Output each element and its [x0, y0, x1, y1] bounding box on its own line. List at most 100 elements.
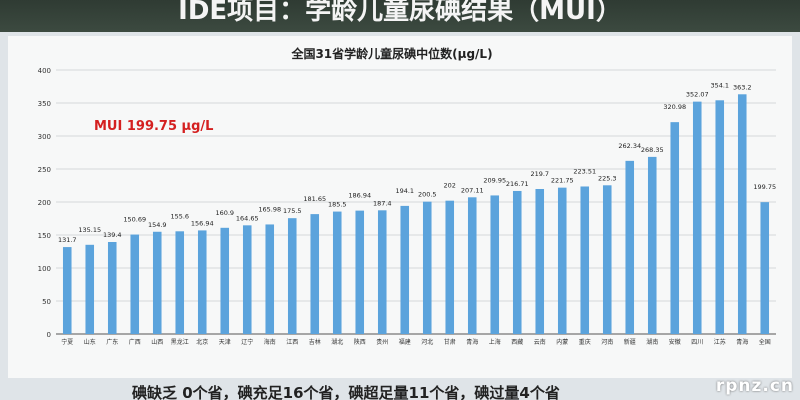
y-tick-label: 400 — [38, 67, 51, 75]
value-label: 150.69 — [123, 216, 146, 224]
bar-0 — [62, 247, 72, 334]
bar-21 — [535, 188, 545, 334]
category-label: 陕西 — [354, 338, 366, 346]
bar-18 — [467, 197, 477, 334]
value-label: 187.4 — [373, 199, 392, 207]
value-label: 202 — [444, 182, 456, 190]
value-label: 199.75 — [753, 183, 776, 191]
y-tick-label: 50 — [42, 298, 51, 306]
value-label: 352.07 — [686, 91, 709, 99]
category-label: 海南 — [264, 338, 276, 346]
category-label: 全国 — [759, 338, 771, 346]
category-label: 广西 — [129, 338, 141, 346]
category-label: 贵州 — [376, 338, 388, 346]
value-label: 320.98 — [663, 103, 686, 111]
bar-10 — [287, 218, 297, 334]
value-label: 363.2 — [733, 83, 752, 91]
value-label: 223.51 — [573, 167, 596, 175]
bar-14 — [377, 210, 387, 334]
bar-17 — [445, 200, 455, 334]
category-label: 河南 — [601, 338, 613, 346]
category-label: 福建 — [399, 338, 411, 346]
bar-7 — [220, 227, 230, 334]
watermark: rpnz.cn — [715, 376, 794, 396]
bar-19 — [490, 195, 500, 334]
bar-30 — [737, 94, 747, 334]
category-label: 河北 — [421, 338, 433, 346]
value-label: 262.34 — [618, 142, 641, 150]
bar-9 — [265, 224, 275, 334]
bar-12 — [332, 211, 342, 334]
value-label: 175.5 — [283, 207, 302, 215]
category-label: 青海 — [736, 338, 748, 346]
chart-slide: 全国31省学龄儿童尿碘中位数(μg/L) MUI 199.75 μg/L 0 50… — [8, 36, 792, 378]
category-label: 山西 — [151, 338, 163, 346]
bar-15 — [400, 205, 410, 334]
category-label: 湖北 — [331, 338, 343, 346]
bar-2 — [107, 241, 117, 334]
bar-11 — [310, 214, 320, 334]
bar-13 — [355, 210, 365, 334]
value-label: 225.3 — [598, 174, 617, 182]
value-label: 135.15 — [78, 226, 101, 234]
value-label: 209.95 — [483, 176, 506, 184]
bar-8 — [242, 225, 252, 334]
category-label: 安徽 — [669, 338, 681, 346]
summary-footer: 碘缺乏 0个省，碘充足16个省，碘超足量11个省，碘过量4个省 — [0, 378, 800, 400]
y-tick-label: 150 — [38, 232, 51, 240]
value-label: 221.75 — [551, 177, 574, 185]
value-label: 216.71 — [506, 180, 529, 188]
value-label: 185.5 — [328, 201, 347, 209]
category-label: 天津 — [219, 339, 231, 346]
value-label: 200.5 — [418, 191, 437, 199]
category-label: 宁夏 — [61, 338, 73, 346]
category-label: 辽宁 — [241, 338, 253, 346]
bar-31 — [760, 202, 770, 334]
value-label: 154.9 — [148, 221, 167, 229]
bar-28 — [692, 101, 702, 335]
value-label: 181.65 — [303, 195, 326, 203]
category-label: 江苏 — [714, 338, 726, 346]
y-tick-label: 100 — [38, 265, 51, 273]
value-label: 268.35 — [641, 146, 664, 154]
bar-25 — [625, 160, 635, 334]
category-label: 内蒙 — [556, 338, 568, 346]
bar-26 — [647, 156, 657, 334]
bar-16 — [422, 201, 432, 334]
value-label: 139.4 — [103, 231, 122, 239]
value-label: 207.11 — [461, 186, 484, 194]
value-label: 164.65 — [236, 214, 259, 222]
value-label: 160.9 — [215, 209, 234, 217]
bar-22 — [557, 187, 567, 334]
category-label: 广东 — [106, 338, 118, 346]
bar-23 — [580, 186, 590, 334]
category-label: 西藏 — [511, 338, 523, 346]
value-label: 156.94 — [191, 219, 214, 227]
value-label: 165.98 — [258, 205, 281, 213]
bar-6 — [197, 230, 207, 334]
value-label: 354.1 — [710, 81, 729, 89]
category-label: 江西 — [286, 339, 298, 346]
value-label: 131.7 — [58, 236, 77, 244]
slide-title: IDE项目：学龄儿童尿碘结果（MUI） — [0, 0, 800, 32]
category-label: 黑龙江 — [171, 338, 189, 346]
bar-27 — [670, 122, 680, 334]
category-label: 湖南 — [646, 338, 658, 346]
category-label: 甘肃 — [444, 338, 456, 346]
mui-annotation: MUI 199.75 μg/L — [94, 119, 213, 134]
category-label: 云南 — [534, 338, 546, 346]
category-label: 青海 — [466, 338, 478, 346]
category-label: 新疆 — [624, 338, 636, 346]
y-tick-label: 300 — [38, 133, 51, 141]
category-label: 山东 — [84, 338, 96, 346]
y-tick-label: 250 — [38, 166, 51, 174]
value-label: 194.1 — [395, 187, 414, 195]
category-label: 北京 — [196, 338, 208, 346]
bar-4 — [152, 231, 162, 334]
bar-1 — [85, 244, 95, 334]
bar-29 — [715, 100, 725, 334]
value-label: 155.6 — [170, 212, 189, 220]
bar-20 — [512, 190, 522, 334]
category-label: 四川 — [691, 339, 703, 346]
bar-5 — [175, 231, 185, 334]
